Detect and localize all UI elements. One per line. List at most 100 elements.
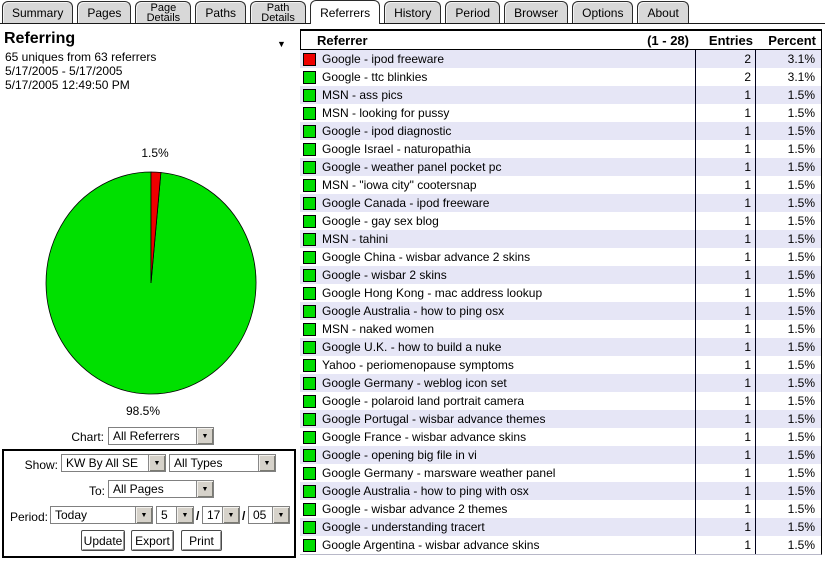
table-row[interactable]: Google - ipod freeware 2 3.1% xyxy=(300,50,821,68)
entries-value: 1 xyxy=(695,140,755,158)
to-select[interactable]: All Pages ▼ xyxy=(108,480,214,498)
table-row[interactable]: Google Australia - how to ping with osx … xyxy=(300,482,821,500)
day-select-value: 17 xyxy=(207,508,221,522)
table-row[interactable]: MSN - naked women 1 1.5% xyxy=(300,320,821,338)
entries-value: 1 xyxy=(695,500,755,518)
chevron-down-icon[interactable]: ▼ xyxy=(176,507,193,523)
referrers-table: Referrer (1 - 28) Entries Percent Google… xyxy=(300,29,822,555)
chevron-down-icon[interactable]: ▼ xyxy=(196,428,213,444)
tab[interactable]: Page Details xyxy=(135,1,192,23)
table-row[interactable]: MSN - "iowa city" cootersnap 1 1.5% xyxy=(300,176,821,194)
referrer-name: Google Germany - weblog icon set xyxy=(322,376,507,390)
referrer-name: Google China - wisbar advance 2 skins xyxy=(322,250,531,264)
entries-value: 1 xyxy=(695,518,755,536)
table-row[interactable]: Google Argentina - wisbar advance skins … xyxy=(300,536,821,554)
year-select-value: 05 xyxy=(253,508,267,522)
legend-color-swatch xyxy=(303,304,316,318)
entries-value: 1 xyxy=(695,374,755,392)
tab-label: Summary xyxy=(12,5,64,20)
entries-value: 1 xyxy=(695,248,755,266)
table-row[interactable]: Google Canada - ipod freeware 1 1.5% xyxy=(300,194,821,212)
tab[interactable]: About xyxy=(637,1,689,23)
table-row[interactable]: Google Hong Kong - mac address lookup 1 … xyxy=(300,284,821,302)
referrer-name: Yahoo - periomenopause symptoms xyxy=(322,358,514,372)
tab[interactable]: Paths xyxy=(195,1,247,23)
table-row[interactable]: Google - ipod diagnostic 1 1.5% xyxy=(300,122,821,140)
tab[interactable]: Browser xyxy=(504,1,569,23)
chevron-down-icon[interactable]: ▼ xyxy=(222,507,239,523)
referrer-name: Google - ipod freeware xyxy=(322,52,445,66)
table-row[interactable]: Google Israel - naturopathia 1 1.5% xyxy=(300,140,821,158)
table-row[interactable]: MSN - ass pics 1 1.5% xyxy=(300,86,821,104)
tab[interactable]: Pages xyxy=(77,1,132,23)
to-select-value: All Pages xyxy=(113,482,164,496)
table-row[interactable]: Google Germany - weblog icon set 1 1.5% xyxy=(300,374,821,392)
chevron-down-icon[interactable]: ▼ xyxy=(196,481,213,497)
chevron-down-icon[interactable]: ▼ xyxy=(135,507,152,523)
referrer-name: Google - ttc blinkies xyxy=(322,70,428,84)
table-row[interactable]: Google - understanding tracert 1 1.5% xyxy=(300,518,821,536)
tab[interactable]: Referrers xyxy=(310,0,381,24)
day-select[interactable]: 17 ▼ xyxy=(202,506,240,524)
chevron-down-icon[interactable]: ▼ xyxy=(272,507,289,523)
year-select[interactable]: 05 ▼ xyxy=(248,506,290,524)
chevron-down-icon[interactable]: ▼ xyxy=(148,455,165,471)
percent-value: 1.5% xyxy=(755,194,821,212)
referrer-name: Google Australia - how to ping with osx xyxy=(322,484,529,498)
export-button[interactable]: Export xyxy=(131,530,174,551)
entries-value: 1 xyxy=(695,212,755,230)
referrer-name: MSN - looking for pussy xyxy=(322,106,450,120)
table-row[interactable]: Google - ttc blinkies 2 3.1% xyxy=(300,68,821,86)
month-select[interactable]: 5 ▼ xyxy=(156,506,194,524)
table-row[interactable]: Google Portugal - wisbar advance themes … xyxy=(300,410,821,428)
table-body: Google - ipod freeware 2 3.1% Google - t… xyxy=(300,50,822,555)
table-row[interactable]: Google Australia - how to ping osx 1 1.5… xyxy=(300,302,821,320)
table-row[interactable]: MSN - tahini 1 1.5% xyxy=(300,230,821,248)
table-row[interactable]: Google - weather panel pocket pc 1 1.5% xyxy=(300,158,821,176)
show-select[interactable]: KW By All SE ▼ xyxy=(61,454,166,472)
header-referrer: Referrer xyxy=(317,32,368,48)
referrer-name: Google Portugal - wisbar advance themes xyxy=(322,412,546,426)
referrer-name: Google Israel - naturopathia xyxy=(322,142,471,156)
entries-value: 1 xyxy=(695,536,755,554)
entries-value: 1 xyxy=(695,122,755,140)
panel-dropdown-icon[interactable]: ▼ xyxy=(277,39,286,49)
table-row[interactable]: Google China - wisbar advance 2 skins 1 … xyxy=(300,248,821,266)
table-row[interactable]: Google - wisbar 2 skins 1 1.5% xyxy=(300,266,821,284)
referrer-name: Google - wisbar 2 skins xyxy=(322,268,447,282)
table-row[interactable]: Google - gay sex blog 1 1.5% xyxy=(300,212,821,230)
table-row[interactable]: Google - wisbar advance 2 themes 1 1.5% xyxy=(300,500,821,518)
percent-value: 1.5% xyxy=(755,338,821,356)
percent-value: 1.5% xyxy=(755,356,821,374)
table-row[interactable]: Google - polaroid land portrait camera 1… xyxy=(300,392,821,410)
entries-value: 1 xyxy=(695,410,755,428)
type-select-value: All Types xyxy=(174,456,223,470)
print-button[interactable]: Print xyxy=(181,530,222,551)
type-select[interactable]: All Types ▼ xyxy=(169,454,276,472)
legend-color-swatch xyxy=(303,340,316,354)
legend-color-swatch xyxy=(303,322,316,336)
tab[interactable]: Options xyxy=(572,1,634,23)
percent-value: 3.1% xyxy=(755,50,821,68)
tab[interactable]: Summary xyxy=(2,1,74,23)
table-row[interactable]: Yahoo - periomenopause symptoms 1 1.5% xyxy=(300,356,821,374)
tab[interactable]: Path Details xyxy=(250,1,307,23)
tab[interactable]: Period xyxy=(445,1,501,23)
table-row[interactable]: Google - opening big file in vi 1 1.5% xyxy=(300,446,821,464)
entries-value: 1 xyxy=(695,266,755,284)
chevron-down-icon[interactable]: ▼ xyxy=(258,455,275,471)
table-row[interactable]: Google U.K. - how to build a nuke 1 1.5% xyxy=(300,338,821,356)
uniques-summary: 65 uniques from 63 referrers xyxy=(5,50,157,64)
month-select-value: 5 xyxy=(161,508,168,522)
period-select[interactable]: Today ▼ xyxy=(50,506,153,524)
chart-select[interactable]: All Referrers ▼ xyxy=(108,427,214,445)
tab[interactable]: History xyxy=(384,1,442,23)
table-row[interactable]: Google France - wisbar advance skins 1 1… xyxy=(300,428,821,446)
update-button[interactable]: Update xyxy=(81,530,125,551)
table-row[interactable]: Google Germany - marsware weather panel … xyxy=(300,464,821,482)
pie-chart-svg xyxy=(45,171,257,395)
table-row[interactable]: MSN - looking for pussy 1 1.5% xyxy=(300,104,821,122)
percent-value: 1.5% xyxy=(755,464,821,482)
entries-value: 2 xyxy=(695,50,755,68)
